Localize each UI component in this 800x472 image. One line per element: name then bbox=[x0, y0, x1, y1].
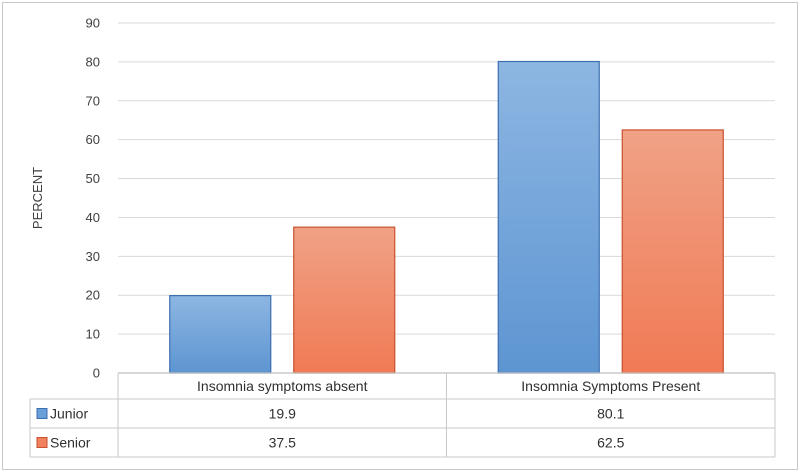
table-value: 19.9 bbox=[269, 406, 296, 422]
y-tick-label: 40 bbox=[86, 210, 100, 225]
y-tick-label: 80 bbox=[86, 54, 100, 69]
y-axis-ticks: 0 10 20 30 40 50 60 70 80 90 bbox=[86, 16, 100, 381]
y-tick-label: 70 bbox=[86, 93, 100, 108]
y-tick-label: 0 bbox=[93, 366, 100, 381]
legend-swatch-senior bbox=[36, 437, 48, 448]
x-category-label: Insomnia Symptoms Present bbox=[521, 378, 700, 394]
legend-label: Junior bbox=[50, 406, 88, 422]
data-table: Insomnia symptoms absent Insomnia Symptom… bbox=[29, 372, 776, 458]
y-axis-label: PERCENT bbox=[30, 167, 45, 229]
y-tick-label: 30 bbox=[86, 249, 100, 264]
y-tick-label: 20 bbox=[86, 288, 100, 303]
table-value: 62.5 bbox=[597, 435, 624, 451]
legend-label: Senior bbox=[50, 435, 91, 451]
x-category-label: Insomnia symptoms absent bbox=[197, 378, 368, 394]
bar-senior-1 bbox=[293, 226, 396, 374]
table-value: 80.1 bbox=[597, 406, 624, 422]
bar-junior-2 bbox=[497, 60, 600, 374]
bar-junior-1 bbox=[169, 295, 272, 374]
y-tick-label: 90 bbox=[86, 16, 100, 31]
y-tick-label: 10 bbox=[86, 327, 100, 342]
y-tick-label: 60 bbox=[86, 132, 100, 147]
table-value: 37.5 bbox=[269, 435, 296, 451]
y-tick-label: 50 bbox=[86, 171, 100, 186]
bar-senior-2 bbox=[621, 129, 724, 374]
legend-swatch-junior bbox=[36, 408, 48, 419]
